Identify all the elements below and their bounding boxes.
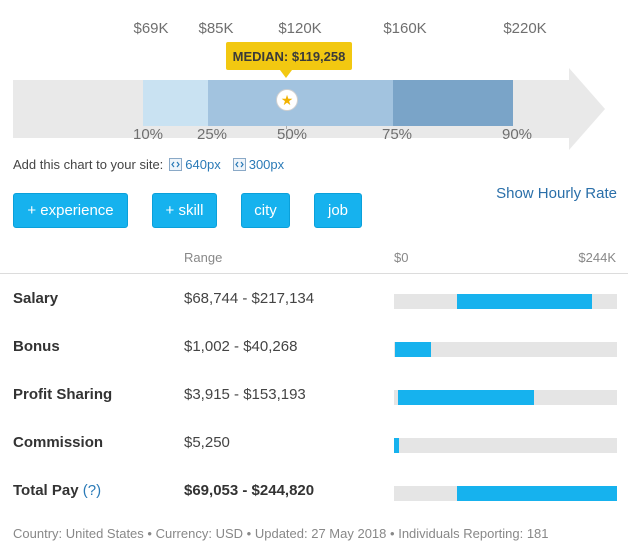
total-pay-help-link[interactable]: (?)	[82, 482, 102, 499]
footer-updated: Updated: 27 May 2018	[254, 526, 387, 541]
row-range-commission: $5,250	[184, 434, 230, 451]
percentile-label-90: 90%	[501, 126, 533, 143]
top-label-75: $160K	[383, 20, 427, 37]
footer-separator: •	[147, 526, 152, 541]
median-badge: MEDIAN: $119,258	[226, 42, 352, 70]
add-experience-button[interactable]: + experience	[13, 193, 128, 228]
range-bar-fill	[456, 486, 617, 501]
percentile-label-75: 75%	[381, 126, 413, 143]
range-bar-track	[394, 390, 617, 405]
chart-arrow-head	[569, 68, 605, 150]
footer-separator: •	[390, 526, 395, 541]
range-bar-fill	[394, 438, 399, 453]
embed-640-label[interactable]: 640px	[185, 157, 221, 172]
footer-meta: Country: United States • Currency: USD •…	[13, 526, 549, 541]
row-name-salary: Salary	[13, 290, 59, 307]
embed-code-icon	[232, 158, 246, 171]
row-name-total-pay: Total Pay (?)	[13, 482, 101, 499]
top-label-10: $69K	[133, 20, 169, 37]
segment-p10-p25	[143, 80, 208, 126]
embed-300-label[interactable]: 300px	[248, 157, 285, 172]
row-range-profit-sharing: $3,915 - $153,193	[184, 386, 306, 403]
percentile-label-10: 10%	[132, 126, 164, 143]
range-bar-track	[394, 294, 617, 309]
percentile-label-50: 50%	[276, 126, 308, 143]
embed-label: Add this chart to your site:	[13, 157, 164, 172]
add-skill-button[interactable]: + skill	[152, 193, 217, 228]
range-bar-track	[394, 486, 617, 501]
range-header: Range	[184, 250, 223, 265]
segment-p25-p75	[208, 80, 393, 126]
footer-separator: •	[246, 526, 252, 541]
city-button[interactable]: city	[241, 193, 290, 228]
row-name-profit-sharing: Profit Sharing	[13, 386, 113, 403]
range-bar-track	[394, 438, 617, 453]
range-bar-track	[394, 342, 617, 357]
job-button[interactable]: job	[314, 193, 362, 228]
row-range-salary: $68,744 - $217,134	[184, 290, 315, 307]
row-range-bonus: $1,002 - $40,268	[184, 338, 298, 355]
segment-p75-p90	[393, 80, 513, 126]
range-bar-fill	[456, 294, 592, 309]
show-hourly-rate-link[interactable]: Show Hourly Rate	[496, 185, 617, 202]
median-dashed-line	[286, 126, 287, 140]
embed-300-link[interactable]: 300px	[232, 157, 285, 172]
row-name-commission: Commission	[13, 434, 104, 451]
median-badge-pointer	[280, 70, 292, 78]
footer-country: Country: United States	[13, 526, 144, 541]
row-range-total-pay: $69,053 - $244,820	[184, 482, 315, 499]
footer-currency: Currency: USD	[155, 526, 244, 541]
embed-chart-line: Add this chart to your site: 640px 300px	[13, 157, 284, 172]
scale-max-label: $244K	[578, 250, 616, 265]
star-icon: ★	[276, 89, 298, 111]
percentile-label-25: 25%	[196, 126, 228, 143]
row-name-bonus: Bonus	[13, 338, 60, 355]
top-label-50: $120K	[278, 20, 322, 37]
scale-min-label: $0	[394, 250, 409, 265]
top-label-25: $85K	[198, 20, 234, 37]
embed-code-icon	[169, 158, 183, 171]
top-label-90: $220K	[503, 20, 547, 37]
range-bar-fill	[394, 342, 431, 357]
footer-reporting: Individuals Reporting: 181	[398, 526, 549, 541]
total-pay-label: Total Pay	[13, 482, 79, 499]
embed-640-link[interactable]: 640px	[169, 157, 221, 172]
range-bar-fill	[397, 390, 534, 405]
table-divider	[0, 273, 628, 274]
